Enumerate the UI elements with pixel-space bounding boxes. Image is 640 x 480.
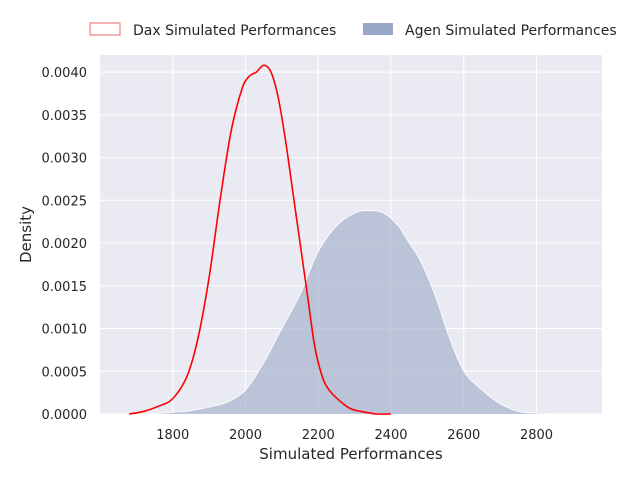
x-tick-label: 2200 [302,428,335,443]
y-tick-label: 0.0040 [42,66,88,81]
legend: Dax Simulated Performances Agen Simulate… [89,22,617,39]
x-axis-label: Simulated Performances [259,445,443,463]
y-tick-label: 0.0035 [42,109,88,124]
x-tick-label: 1800 [156,428,189,443]
dax-density-line [128,64,392,415]
legend-swatch-dax [89,22,121,36]
x-tick-label: 2600 [447,428,480,443]
legend-label-dax: Dax Simulated Performances [133,23,336,39]
legend-label-agen: Agen Simulated Performances [405,23,617,39]
legend-swatch-agen [363,23,393,35]
y-tick-label: 0.0005 [42,365,88,380]
y-tick-label: 0.0000 [42,408,88,423]
series-layer [128,64,581,415]
y-tick-label: 0.0010 [42,323,88,338]
y-axis-ticks: 0.0000 0.0005 0.0010 0.0015 0.0020 0.0025 0.00… [42,66,88,423]
y-tick-label: 0.0030 [42,152,88,167]
x-tick-label: 2400 [374,428,407,443]
x-axis-ticks: 1800 2000 2200 2400 2600 2800 [156,428,553,443]
x-tick-label: 2800 [520,428,553,443]
x-tick-label: 2000 [229,428,262,443]
agen-density-outline [147,210,581,415]
y-tick-label: 0.0020 [42,237,88,252]
y-axis-label: Density [17,206,35,263]
y-tick-label: 0.0025 [42,194,88,209]
agen-density-area [147,210,581,415]
y-tick-label: 0.0015 [42,280,88,295]
